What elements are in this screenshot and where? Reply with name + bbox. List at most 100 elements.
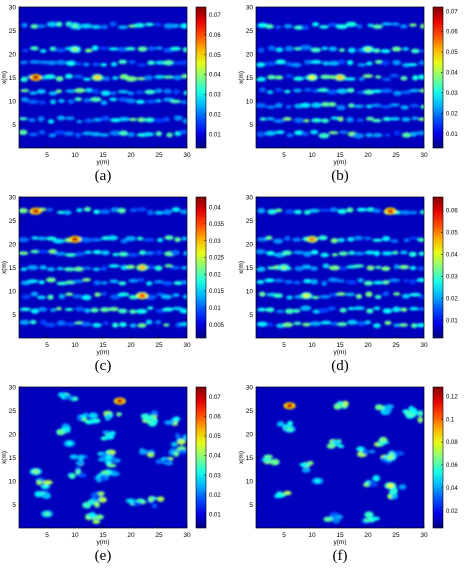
heat-spot [30, 46, 39, 51]
heat-spot [90, 132, 102, 137]
heat-spot [373, 280, 384, 285]
heat-spot [318, 235, 328, 241]
x-axis-label: y(m) [97, 349, 110, 356]
heat-spot [147, 46, 156, 51]
subfigure-label: (c) [94, 358, 112, 374]
heat-spot [263, 458, 272, 463]
heat-spot [109, 294, 122, 300]
heat-spot [40, 484, 50, 489]
heat-spot [82, 62, 90, 67]
colorbar-tick-label: 0.02 [446, 111, 458, 117]
x-tick-label: 30 [183, 532, 191, 539]
heat-spot [148, 496, 154, 502]
y-tick-label: 20 [246, 51, 254, 58]
heat-spot [382, 280, 390, 285]
heat-spot [179, 209, 187, 215]
y-tick-label: 10 [246, 98, 254, 105]
heat-spot [387, 483, 394, 488]
heat-spot [363, 236, 373, 241]
heat-spot [155, 99, 162, 103]
heat-spot [337, 444, 345, 449]
y-tick-label: 25 [9, 218, 17, 225]
heat-spot [402, 47, 410, 51]
heat-spot [155, 131, 162, 137]
heat-spot [311, 295, 320, 300]
heat-spot [111, 322, 119, 328]
heat-spot [409, 265, 417, 271]
heat-spot [353, 251, 365, 256]
heat-spot [146, 452, 155, 458]
heat-spot [64, 395, 74, 400]
heat-spot [151, 503, 158, 509]
heat-spot [81, 237, 93, 243]
panel-e: 5 10 15 20 25 30 5 10 15 20 25 30 y(m) x(m) 0.07 0.06 0.… [0, 380, 237, 572]
heat-spot [416, 322, 424, 328]
heat-spot [293, 117, 304, 123]
heat-spot [163, 88, 172, 94]
heat-spot [112, 76, 119, 80]
colorbar-tick-label: 0.06 [446, 208, 458, 214]
heat-spot [171, 207, 181, 212]
heat-spot [364, 511, 374, 518]
heat-spot [92, 62, 100, 67]
heat-spot [44, 322, 56, 328]
heat-spot [55, 59, 67, 65]
x-tick-label: 15 [336, 532, 344, 539]
heat-spot [335, 24, 348, 30]
heat-spot [99, 307, 110, 313]
heat-spot [46, 267, 56, 272]
heat-spot [155, 60, 166, 65]
heat-spot [100, 265, 108, 272]
heat-spot [39, 265, 47, 270]
heatmap-e: 5 10 15 20 25 30 5 10 15 20 25 30 y(m) x(m) 0.07 0.06 0.… [1, 384, 221, 546]
heat-spot [111, 472, 121, 476]
heat-spot [310, 102, 323, 108]
heat-spot [336, 104, 346, 111]
heat-spot [368, 482, 378, 487]
heat-spot [118, 130, 128, 136]
heat-spot [329, 207, 338, 213]
heat-spot [302, 322, 312, 327]
heat-spot [321, 46, 328, 51]
subfigure-label: (d) [331, 358, 349, 374]
heat-spot [256, 62, 266, 68]
heat-spot [77, 472, 87, 478]
heatmap-f: 5 10 15 20 25 30 5 10 15 20 25 30 y(m) x(m) 0.12 0.1 0.0… [238, 384, 458, 546]
heat-spot [97, 491, 105, 497]
heat-spot [292, 237, 302, 242]
heat-spot [55, 306, 62, 311]
heat-spot [293, 25, 305, 30]
heat-spot [180, 266, 187, 270]
heat-spot [99, 133, 110, 137]
heat-spot [94, 75, 101, 80]
heat-spot [56, 210, 67, 215]
heat-spot [84, 48, 93, 53]
heat-spot [109, 97, 118, 102]
heat-spot [256, 249, 266, 255]
x-tick-label: 10 [71, 342, 79, 349]
heat-spot [28, 132, 39, 137]
heat-spot [173, 451, 180, 457]
heat-spot [144, 22, 154, 27]
heat-spot [90, 307, 99, 313]
heat-spot [19, 117, 28, 121]
heat-spot [77, 454, 85, 461]
heat-spot [20, 267, 28, 272]
panel-d: 5 10 15 20 25 30 5 10 15 20 25 30 y(m) x(m) 0.06 0.05 0.… [237, 190, 474, 380]
x-tick-label: 5 [45, 342, 49, 349]
heat-spot [366, 61, 373, 66]
heat-spot [64, 73, 73, 79]
y-tick-label: 20 [9, 431, 17, 438]
heat-spot [133, 22, 145, 28]
heat-spot [153, 75, 166, 79]
heat-spot [398, 484, 407, 490]
colorbar-tick-label: 0.03 [209, 473, 221, 479]
heat-spot [76, 208, 83, 213]
x-tick-label: 25 [155, 342, 163, 349]
heat-spot [331, 253, 338, 257]
heat-spot [319, 208, 331, 213]
heat-spot [118, 308, 128, 314]
heat-spot [118, 117, 130, 122]
heat-spot [285, 73, 293, 79]
heat-spot [372, 475, 381, 482]
